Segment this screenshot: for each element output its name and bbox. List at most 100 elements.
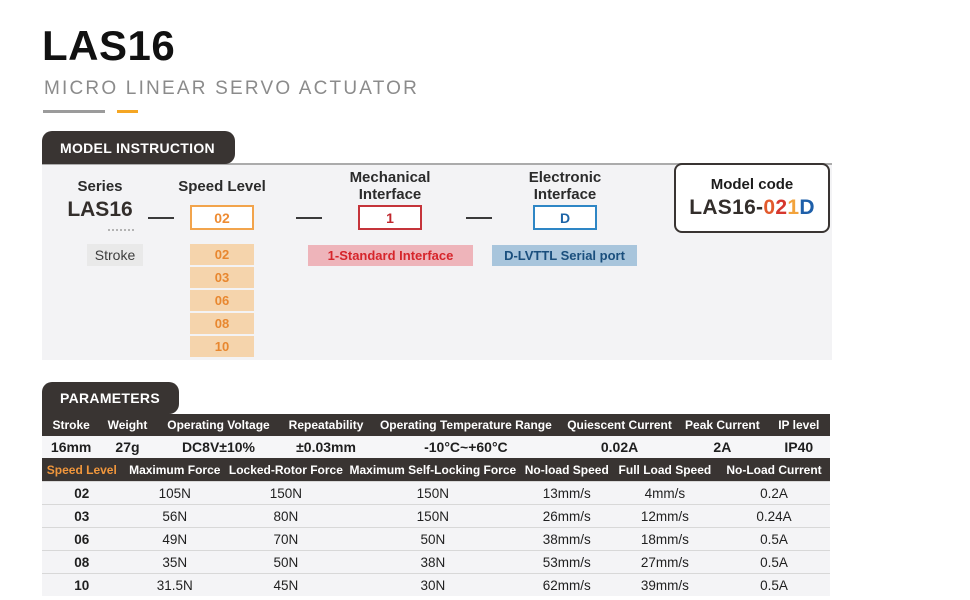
mechanical-interface-label-line1: Mechanical: [349, 169, 431, 186]
mechanical-interface-value-box: 1: [358, 205, 422, 230]
page-subtitle: MICRO LINEAR SERVO ACTUATOR: [44, 78, 420, 99]
speed-option: 10: [190, 336, 254, 357]
speed-cell: 31.5N: [156, 577, 193, 593]
series-label: Series: [77, 178, 123, 195]
electronic-interface-label-line2: Interface: [533, 186, 597, 203]
speed-option: 02: [190, 244, 254, 265]
speed-cell: 39mm/s: [640, 577, 689, 593]
general-header-weight: Weight: [107, 418, 148, 432]
mechanical-interface-badge: 1-Standard Interface: [308, 245, 473, 266]
general-header-operating-voltage: Operating Voltage: [167, 418, 270, 432]
speed-cell: 38N: [420, 554, 446, 570]
speed-cell: 150N: [416, 485, 449, 501]
general-value-operating-voltage: DC8V±10%: [181, 439, 255, 455]
electronic-interface-value-box: D: [533, 205, 597, 230]
speed-cell: 4mm/s: [644, 485, 686, 501]
speed-cell: 35N: [162, 554, 188, 570]
speed-cell: 03: [74, 508, 90, 524]
speed-cell: 10: [74, 577, 90, 593]
speed-header-no-load-current: No-Load Current: [726, 462, 822, 477]
speed-cell: 50N: [420, 531, 446, 547]
general-value-operating-temperature-range: -10°C~+60°C: [424, 439, 508, 455]
speed-header-speed-level: Speed Level: [46, 462, 117, 477]
speed-cell: 27mm/s: [640, 554, 689, 570]
general-header-peak-current: Peak Current: [685, 418, 760, 432]
general-header-stroke: Stroke: [52, 418, 90, 432]
speed-cell: 30N: [420, 577, 446, 593]
divider-gray-line: [43, 110, 105, 113]
speed-header-no-load-speed: No-load Speed: [524, 462, 609, 477]
model-instruction-tab: MODEL INSTRUCTION: [42, 131, 235, 164]
general-header-quiescent-current: Quiescent Current: [567, 418, 672, 432]
model-instruction-panel: Series Speed Level Mechanical Interface …: [42, 163, 832, 360]
speed-cell: 45N: [273, 577, 299, 593]
general-table-header-row: Stroke Weight Operating Voltage Repeatab…: [42, 414, 830, 436]
speed-cell: 62mm/s: [542, 577, 591, 593]
general-value-stroke: 16mm: [50, 439, 92, 455]
speed-cell: 105N: [158, 485, 191, 501]
general-value-quiescent-current: 0.02A: [600, 439, 639, 455]
speed-cell: 150N: [269, 485, 302, 501]
speed-cell: 06: [74, 531, 90, 547]
speed-cell: 50N: [273, 554, 299, 570]
speed-cell: 53mm/s: [542, 554, 591, 570]
speed-cell: 38mm/s: [542, 531, 591, 547]
mechanical-interface-label: Mechanical Interface: [340, 169, 440, 203]
page-title: LAS16: [42, 22, 176, 69]
speed-cell: 18mm/s: [640, 531, 689, 547]
speed-cell: 0.5A: [760, 531, 788, 547]
model-code-speed-digit-1: 0: [763, 196, 776, 219]
speed-cell: 0.2A: [760, 485, 788, 501]
general-value-weight: 27g: [115, 439, 140, 455]
model-code-elec-digit: D: [799, 196, 815, 219]
speed-header-maximum-self-locking-force: Maximum Self-Locking Force: [349, 462, 517, 477]
general-header-operating-temperature-range: Operating Temperature Range: [379, 418, 552, 432]
general-table-data-row: 16mm 27g DC8V±10% ±0.03mm -10°C~+60°C 0.…: [42, 436, 830, 458]
speed-table-row: 03 56N 80N 150N 26mm/s 12mm/s 0.24A: [42, 504, 830, 527]
general-value-peak-current: 2A: [713, 439, 732, 455]
speed-cell: 70N: [273, 531, 299, 547]
speed-cell: 0.24A: [756, 508, 792, 524]
mechanical-interface-label-line2: Interface: [358, 186, 422, 203]
speed-cell: 12mm/s: [640, 508, 689, 524]
speed-header-maximum-force: Maximum Force: [129, 462, 221, 477]
electronic-interface-badge: D-LVTTL Serial port: [492, 245, 637, 266]
parameters-tables: Stroke Weight Operating Voltage Repeatab…: [42, 414, 830, 596]
speed-cell: 08: [74, 554, 90, 570]
electronic-interface-label-line1: Electronic: [528, 169, 602, 186]
code-separator-dash: [148, 217, 174, 219]
parameters-tab: PARAMETERS: [42, 382, 179, 414]
model-code-label: Model code: [710, 176, 794, 193]
electronic-interface-label: Electronic Interface: [515, 169, 615, 203]
general-header-repeatability: Repeatability: [288, 418, 364, 432]
speed-cell: 80N: [273, 508, 299, 524]
stroke-tag: Stroke: [87, 244, 143, 266]
speed-cell: 13mm/s: [542, 485, 591, 501]
speed-option: 06: [190, 290, 254, 311]
speed-cell: 02: [74, 485, 90, 501]
speed-table-row: 08 35N 50N 38N 53mm/s 27mm/s 0.5A: [42, 550, 830, 573]
speed-table-row: 06 49N 70N 50N 38mm/s 18mm/s 0.5A: [42, 527, 830, 550]
speed-cell: 49N: [162, 531, 188, 547]
speed-level-value-box: 02: [190, 205, 254, 230]
speed-cell: 26mm/s: [542, 508, 591, 524]
model-code-mech-digit: 1: [787, 196, 800, 219]
divider-orange-line: [117, 110, 138, 113]
speed-header-full-load-speed: Full Load Speed: [618, 462, 712, 477]
series-dotted-underline: [108, 229, 134, 231]
speed-option: 08: [190, 313, 254, 334]
speed-header-locked-rotor-force: Locked-Rotor Force: [228, 462, 343, 477]
speed-table-row: 02 105N 150N 150N 13mm/s 4mm/s 0.2A: [42, 481, 830, 504]
code-separator-dash: [296, 217, 322, 219]
speed-level-options-list: 02 03 06 08 10: [190, 244, 254, 359]
model-code-speed-digit-2: 2: [775, 196, 788, 219]
speed-cell: 56N: [162, 508, 188, 524]
speed-level-label: Speed Level: [178, 178, 266, 195]
speed-cell: 150N: [416, 508, 449, 524]
general-value-repeatability: ±0.03mm: [296, 439, 356, 455]
model-code-value: LAS16-021D: [689, 196, 815, 220]
speed-table-row: 10 31.5N 45N 30N 62mm/s 39mm/s 0.5A: [42, 573, 830, 596]
general-header-ip-level: IP level: [778, 418, 820, 432]
model-code-box: Model code LAS16-021D: [674, 163, 830, 233]
